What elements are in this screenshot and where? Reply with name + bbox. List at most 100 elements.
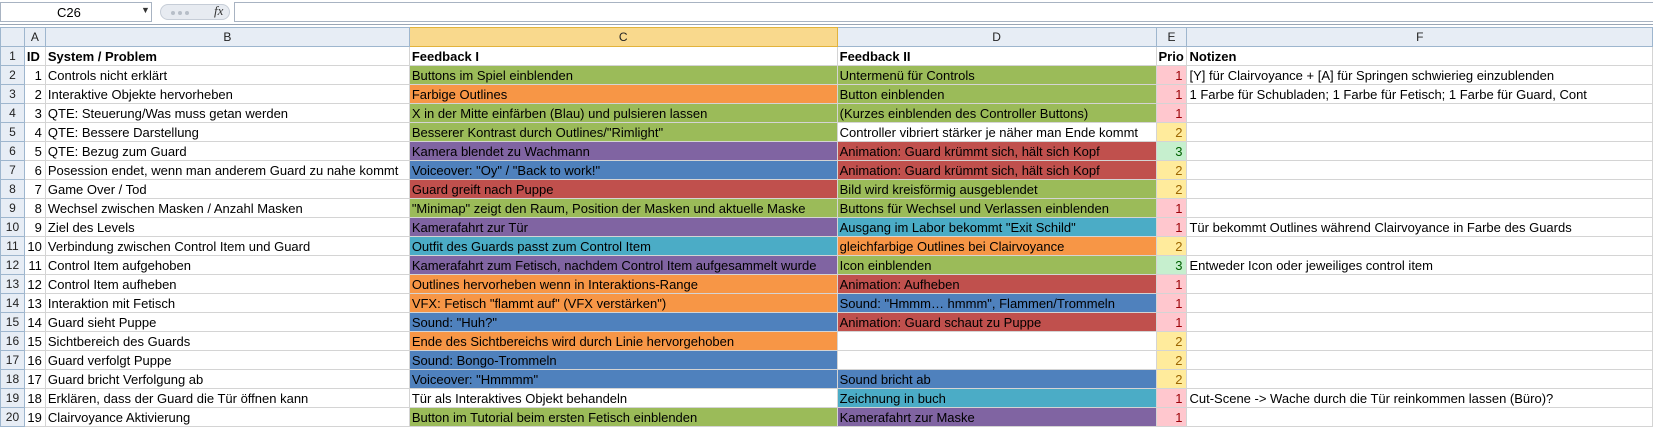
cell-id[interactable]: 18 [23, 388, 46, 408]
cell-notes[interactable] [1186, 179, 1653, 199]
column-header-b[interactable]: B [44, 27, 410, 47]
cell-feedback2[interactable]: Sound bricht ab [836, 369, 1157, 389]
cell-id[interactable]: 17 [23, 369, 46, 389]
column-header-f[interactable]: F [1186, 27, 1653, 47]
cell-notes[interactable] [1186, 160, 1653, 180]
cell-prio[interactable]: 2 [1155, 350, 1188, 370]
cell-id[interactable]: 13 [23, 293, 46, 313]
cell-system[interactable]: Wechsel zwischen Masken / Anzahl Masken [44, 198, 410, 218]
cell-notes[interactable] [1186, 369, 1653, 389]
cell-feedback2[interactable]: Animation: Guard schaut zu Puppe [836, 312, 1157, 332]
cell-feedback2[interactable]: Bild wird kreisförmig ausgeblendet [836, 179, 1157, 199]
cell-feedback1[interactable]: VFX: Fetisch "flammt auf" (VFX verstärke… [408, 293, 838, 313]
header-cell-id[interactable]: ID [23, 46, 46, 66]
cell-notes[interactable] [1186, 141, 1653, 161]
cell-id[interactable]: 4 [23, 122, 46, 142]
cell-prio[interactable]: 2 [1155, 122, 1188, 142]
row-header[interactable]: 15 [0, 312, 25, 332]
cell-feedback1[interactable]: Sound: "Huh?" [408, 312, 838, 332]
cell-feedback1[interactable]: Outlines hervorheben wenn in Interaktion… [408, 274, 838, 294]
cell-system[interactable]: Posession endet, wenn man anderem Guard … [44, 160, 410, 180]
cell-prio[interactable]: 3 [1155, 255, 1188, 275]
cell-feedback1[interactable]: Voiceover: "Oy" / "Back to work!" [408, 160, 838, 180]
row-header[interactable]: 6 [0, 141, 25, 161]
cell-id[interactable]: 19 [23, 407, 46, 427]
cell-notes[interactable]: Entweder Icon oder jeweiliges control it… [1186, 255, 1653, 275]
cell-system[interactable]: QTE: Bessere Darstellung [44, 122, 410, 142]
cell-notes[interactable] [1186, 293, 1653, 313]
cell-feedback2[interactable]: Untermenü für Controls [836, 65, 1157, 85]
cell-id[interactable]: 7 [23, 179, 46, 199]
formula-input[interactable] [234, 2, 1653, 22]
cell-notes[interactable]: Cut-Scene -> Wache durch die Tür reinkom… [1186, 388, 1653, 408]
cell-feedback2[interactable]: gleichfarbige Outlines bei Clairvoyance [836, 236, 1157, 256]
row-header[interactable]: 20 [0, 407, 25, 427]
cell-feedback2[interactable]: Kamerafahrt zur Maske [836, 407, 1157, 427]
cell-notes[interactable] [1186, 312, 1653, 332]
cell-prio[interactable]: 1 [1155, 312, 1188, 332]
cell-prio[interactable]: 2 [1155, 160, 1188, 180]
cell-id[interactable]: 15 [23, 331, 46, 351]
cell-system[interactable]: Verbindung zwischen Control Item und Gua… [44, 236, 410, 256]
column-header-e[interactable]: E [1155, 27, 1188, 47]
cell-feedback1[interactable]: Farbige Outlines [408, 84, 838, 104]
cell-id[interactable]: 11 [23, 255, 46, 275]
cell-notes[interactable] [1186, 331, 1653, 351]
cell-feedback2[interactable]: Ausgang im Labor bekommt "Exit Schild" [836, 217, 1157, 237]
cell-prio[interactable]: 2 [1155, 236, 1188, 256]
row-header[interactable]: 7 [0, 160, 25, 180]
cell-feedback1[interactable]: Besserer Kontrast durch Outlines/"Rimlig… [408, 122, 838, 142]
row-header[interactable]: 3 [0, 84, 25, 104]
cell-feedback2[interactable] [836, 331, 1157, 351]
cell-id[interactable]: 8 [23, 198, 46, 218]
cell-id[interactable]: 16 [23, 350, 46, 370]
cell-feedback1[interactable]: Tür als Interaktives Objekt behandeln [408, 388, 838, 408]
cell-feedback2[interactable]: Animation: Guard krümmt sich, hält sich … [836, 160, 1157, 180]
cell-system[interactable]: Interaktion mit Fetisch [44, 293, 410, 313]
cell-feedback2[interactable]: Buttons für Wechsel und Verlassen einble… [836, 198, 1157, 218]
cell-feedback2[interactable]: (Kurzes einblenden des Controller Button… [836, 103, 1157, 123]
cell-feedback1[interactable]: Kamerafahrt zur Tür [408, 217, 838, 237]
cell-prio[interactable]: 2 [1155, 369, 1188, 389]
cell-system[interactable]: Guard bricht Verfolgung ab [44, 369, 410, 389]
cell-id[interactable]: 12 [23, 274, 46, 294]
cell-id[interactable]: 5 [23, 141, 46, 161]
cell-feedback2[interactable]: Animation: Guard krümmt sich, hält sich … [836, 141, 1157, 161]
cell-system[interactable]: QTE: Steuerung/Was muss getan werden [44, 103, 410, 123]
cell-feedback1[interactable]: Sound: Bongo-Trommeln [408, 350, 838, 370]
cell-system[interactable]: Clairvoyance Aktivierung [44, 407, 410, 427]
cell-prio[interactable]: 1 [1155, 388, 1188, 408]
cell-system[interactable]: Sichtbereich des Guards [44, 331, 410, 351]
chevron-down-icon[interactable]: ▼ [141, 5, 150, 15]
header-cell-system[interactable]: System / Problem [44, 46, 410, 66]
cell-notes[interactable] [1186, 198, 1653, 218]
formula-bar-splitter[interactable] [160, 4, 230, 20]
cell-prio[interactable]: 1 [1155, 274, 1188, 294]
row-header[interactable]: 16 [0, 331, 25, 351]
cell-feedback1[interactable]: "Minimap" zeigt den Raum, Position der M… [408, 198, 838, 218]
row-header[interactable]: 14 [0, 293, 25, 313]
name-box[interactable]: C26 ▼ [0, 2, 152, 22]
column-header-c[interactable]: C [408, 27, 838, 47]
cell-prio[interactable]: 2 [1155, 179, 1188, 199]
cell-system[interactable]: Interaktive Objekte hervorheben [44, 84, 410, 104]
cell-notes[interactable] [1186, 350, 1653, 370]
cell-id[interactable]: 2 [23, 84, 46, 104]
cell-id[interactable]: 10 [23, 236, 46, 256]
cell-feedback1[interactable]: Kamerafahrt zum Fetisch, nachdem Control… [408, 255, 838, 275]
cell-notes[interactable] [1186, 274, 1653, 294]
cell-system[interactable]: Guard verfolgt Puppe [44, 350, 410, 370]
cell-id[interactable]: 9 [23, 217, 46, 237]
cell-notes[interactable]: 1 Farbe für Schubladen; 1 Farbe für Feti… [1186, 84, 1653, 104]
row-header[interactable]: 10 [0, 217, 25, 237]
cell-feedback2[interactable]: Zeichnung in buch [836, 388, 1157, 408]
cell-prio[interactable]: 1 [1155, 65, 1188, 85]
cell-feedback2[interactable]: Controller vibriert stärker je näher man… [836, 122, 1157, 142]
cell-feedback1[interactable]: Ende des Sichtbereichs wird durch Linie … [408, 331, 838, 351]
cell-notes[interactable] [1186, 407, 1653, 427]
cell-system[interactable]: Control Item aufgehoben [44, 255, 410, 275]
cell-feedback2[interactable]: Button einblenden [836, 84, 1157, 104]
cell-notes[interactable]: [Y] für Clairvoyance + [A] für Springen … [1186, 65, 1653, 85]
cell-feedback1[interactable]: Outfit des Guards passt zum Control Item [408, 236, 838, 256]
cell-feedback2[interactable]: Sound: "Hmmm… hmmm", Flammen/Trommeln [836, 293, 1157, 313]
